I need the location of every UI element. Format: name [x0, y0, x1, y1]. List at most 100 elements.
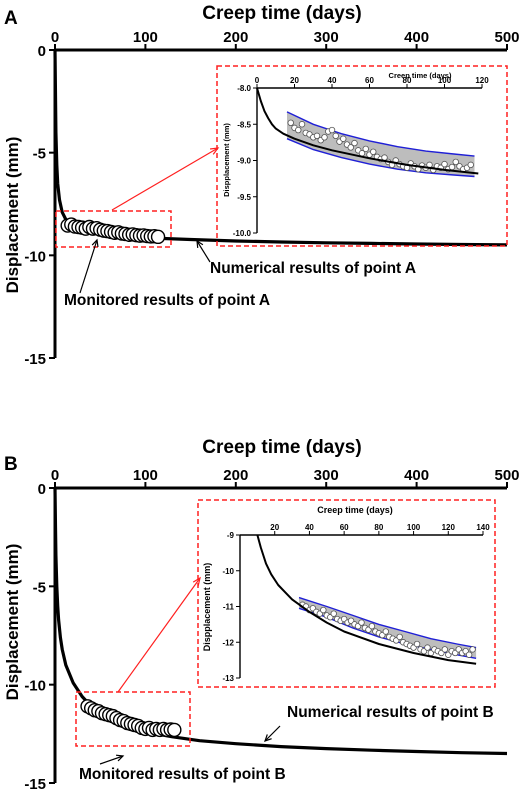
annotation-label: Numerical results of point A	[210, 260, 416, 277]
inset-y-tick-label: -9	[227, 531, 235, 540]
inset-point	[287, 119, 294, 126]
inset-point	[413, 640, 421, 648]
inset-point	[452, 158, 459, 166]
inset-point	[340, 135, 347, 142]
inset-x-tick-label: 20	[290, 76, 299, 85]
inset-model-curve	[256, 534, 477, 665]
inset-y-tick-label: -8.5	[237, 120, 251, 129]
inset-point	[347, 144, 354, 151]
inset-y-title: Dispplacement (mm)	[222, 123, 231, 197]
x-tick-label: 100	[133, 467, 158, 484]
inset-point	[469, 646, 476, 653]
x-tick-label: 400	[404, 29, 429, 46]
inset-point	[328, 126, 336, 134]
annotation-arrow	[99, 755, 124, 765]
inset-y-tick-label: -8.0	[237, 84, 251, 93]
inset-x-tick-label: 100	[407, 523, 421, 532]
inset-point	[396, 633, 403, 641]
monitored-point	[167, 722, 182, 738]
y-tick-label: -15	[24, 776, 46, 792]
y-tick-label: 0	[38, 43, 46, 60]
inset-point	[424, 644, 431, 651]
callout-line	[117, 577, 201, 693]
inset-x-tick-label: 40	[305, 523, 314, 532]
inset-x-tick-label: 60	[340, 523, 349, 532]
inset-x-tick-label: 120	[442, 523, 456, 532]
y-tick-label: 0	[38, 481, 46, 498]
x-tick-label: 200	[223, 467, 248, 484]
y-tick-label: -15	[24, 351, 46, 368]
inset-y-tick-label: -10.0	[233, 229, 252, 238]
x-tick-label: 100	[133, 29, 158, 46]
inset-plot: 20 40 60 80 100 120 140 -9 -10 -11 -12 -13 Creep tim…	[202, 505, 490, 683]
panel-label: A	[4, 8, 18, 29]
inset-x-tick-label: 140	[476, 523, 490, 532]
x-tick-label: 200	[223, 29, 248, 46]
inset-point	[370, 148, 377, 155]
inset-point	[382, 628, 389, 635]
y-axis-title: Displacement (mm)	[3, 137, 22, 294]
panel-label: B	[4, 454, 18, 475]
callout-arrowhead	[209, 147, 220, 155]
x-tick-label: 500	[494, 467, 519, 484]
monitored-zoom-box	[55, 210, 172, 248]
annotation-arrow	[79, 239, 98, 294]
annotation-label: Numerical results of point B	[287, 704, 494, 721]
inset-x-tick-label: 100	[438, 76, 452, 85]
band-upper-line	[286, 111, 475, 157]
annotation-arrowhead	[91, 238, 99, 248]
band-upper-line	[298, 596, 477, 649]
x-tick-label: 300	[314, 467, 339, 484]
callout-line	[111, 147, 219, 211]
inset-y-tick-label: -13	[222, 674, 234, 683]
inset-x-tick-label: 20	[270, 523, 279, 532]
inset-model-curve	[256, 87, 479, 175]
inset-point	[448, 163, 456, 171]
inset-y-title: Dispplacement (mm)	[202, 563, 212, 652]
x-axis-title: Creep time (days)	[202, 3, 361, 24]
inset-plot: 0 20 40 60 80 100 120 -8.0 -8.5 -9.0 -9.5 -10.0 Cree…	[222, 71, 489, 238]
inset-point	[320, 606, 327, 614]
band-lower-line	[286, 138, 475, 178]
y-tick-label: -10	[24, 678, 46, 695]
y-tick-label: -10	[24, 248, 46, 265]
inset-x-tick-label: 80	[374, 523, 383, 532]
inset-point	[465, 651, 473, 658]
y-axis-title: Displacement (mm)	[3, 544, 22, 701]
x-tick-label: 0	[51, 467, 59, 484]
inset-x-title: Creep time (days)	[317, 505, 393, 515]
annotation-arrowhead	[264, 734, 272, 742]
inset-point	[298, 121, 306, 128]
x-tick-label: 0	[51, 29, 59, 46]
x-tick-label: 500	[494, 29, 519, 46]
monitored-zoom-box	[75, 691, 191, 747]
inset-point	[313, 132, 321, 140]
inset-point	[332, 132, 339, 140]
inset-point	[441, 646, 449, 653]
inset-y-tick-label: -12	[222, 638, 234, 647]
inset-y-tick-label: -10	[222, 567, 234, 576]
inset-point	[368, 622, 376, 630]
inset-point	[321, 134, 328, 141]
inset-y-tick-label: -9.5	[237, 193, 251, 202]
inset-x-tick-label: 0	[255, 76, 260, 85]
inset-point	[362, 145, 369, 153]
inset-point	[351, 139, 358, 147]
y-tick-label: -5	[33, 146, 46, 163]
inset-x-title: Creep time (days)	[389, 71, 452, 80]
x-tick-label: 400	[404, 467, 429, 484]
x-tick-label: 300	[314, 29, 339, 46]
inset-frame	[197, 499, 496, 688]
annotation-arrow	[196, 240, 211, 263]
inset-y-tick-label: -9.0	[237, 157, 251, 166]
annotation-arrowhead	[196, 239, 204, 249]
annotation-arrowhead	[115, 754, 125, 762]
inset-y-tick-label: -11	[223, 603, 235, 612]
inset-point	[330, 610, 337, 617]
annotation-arrow	[264, 725, 281, 742]
confidence-band	[287, 111, 475, 177]
inset-point	[467, 161, 474, 169]
annotation-label: Monitored results of point A	[64, 292, 270, 309]
